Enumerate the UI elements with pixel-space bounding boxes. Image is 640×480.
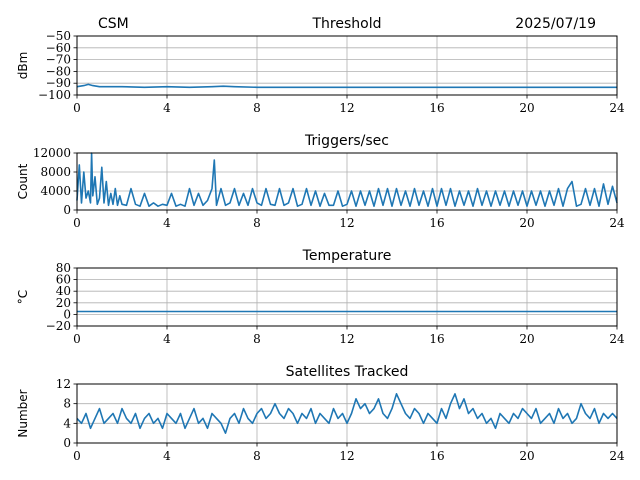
x-tick-label: 16 [429, 332, 444, 346]
y-tick-label: 12 [56, 377, 71, 391]
y-tick-label: −20 [46, 319, 71, 333]
x-tick-label: 0 [73, 332, 81, 346]
x-tick-label: 16 [429, 101, 444, 115]
y-tick-label: −100 [38, 88, 71, 102]
x-tick-label: 0 [73, 216, 81, 230]
y-tick-label: 0 [63, 203, 71, 217]
y-tick-label: −60 [46, 41, 71, 55]
x-tick-label: 16 [429, 449, 444, 463]
x-tick-label: 0 [73, 101, 81, 115]
chart-panel-1: 0 4 8 12 16 20 24 −100−90−80−70−60−50 Threshold d… [16, 16, 625, 115]
chart-panel-2: 0 4 8 12 16 20 24 0 4000 8000 12000 Triggers/sec Cou… [16, 133, 625, 230]
y-tick-label: 0 [63, 436, 71, 450]
y-tick-label: −90 [46, 76, 71, 90]
y-tick-label: −50 [46, 29, 71, 43]
y-axis-label: Number [16, 389, 30, 437]
x-tick-label: 4 [163, 449, 171, 463]
header-date: 2025/07/19 [515, 16, 596, 32]
x-tick-label: 20 [519, 216, 534, 230]
y-axis-label: Count [16, 163, 30, 199]
x-tick-label: 4 [163, 216, 171, 230]
x-tick-label: 8 [253, 101, 261, 115]
header-left-label: CSM [98, 16, 129, 32]
x-tick-label: 24 [609, 101, 625, 115]
x-tick-label: 12 [339, 332, 354, 346]
x-tick-label: 8 [253, 449, 261, 463]
x-tick-label: 20 [519, 332, 534, 346]
x-tick-label: 24 [609, 216, 625, 230]
chart-title: Threshold [312, 16, 382, 32]
x-tick-label: 24 [609, 449, 625, 463]
y-tick-label: 0 [63, 307, 71, 321]
x-tick-label: 4 [163, 101, 171, 115]
x-tick-label: 24 [609, 332, 625, 346]
y-tick-label: 8000 [40, 165, 71, 179]
chart-panels: 0 4 8 12 16 20 24 −100−90−80−70−60−50 Threshold d… [16, 16, 625, 463]
series-line [76, 152, 618, 207]
y-tick-label: 4000 [40, 184, 71, 198]
x-tick-label: 16 [429, 216, 444, 230]
x-tick-label: 20 [519, 101, 534, 115]
chart-title: Triggers/sec [304, 133, 389, 149]
y-tick-label: 80 [56, 261, 71, 275]
y-tick-label: −70 [46, 53, 71, 67]
chart-title: Satellites Tracked [286, 364, 409, 380]
series-line [76, 83, 617, 89]
y-axis-label: °C [16, 290, 30, 304]
x-tick-label: 8 [253, 216, 261, 230]
x-tick-label: 12 [339, 216, 354, 230]
y-tick-label: 8 [63, 397, 71, 411]
x-tick-label: 12 [339, 449, 354, 463]
y-tick-label: 4 [63, 416, 71, 430]
x-tick-label: 20 [519, 449, 534, 463]
y-tick-label: 60 [56, 273, 71, 287]
x-tick-label: 12 [339, 101, 354, 115]
chart-panel-4: 0 4 8 12 16 20 24 0 4 8 12 Satellites Tracked Number [16, 364, 625, 463]
x-tick-label: 0 [73, 449, 81, 463]
y-axis-label: dBm [16, 52, 30, 80]
y-tick-label: −80 [46, 64, 71, 78]
y-tick-label: 20 [56, 296, 71, 310]
chart-title: Temperature [302, 248, 392, 264]
series-line [76, 392, 618, 435]
y-tick-label: 40 [56, 284, 71, 298]
x-tick-label: 8 [253, 332, 261, 346]
x-tick-label: 4 [163, 332, 171, 346]
y-tick-label: 12000 [33, 146, 71, 160]
